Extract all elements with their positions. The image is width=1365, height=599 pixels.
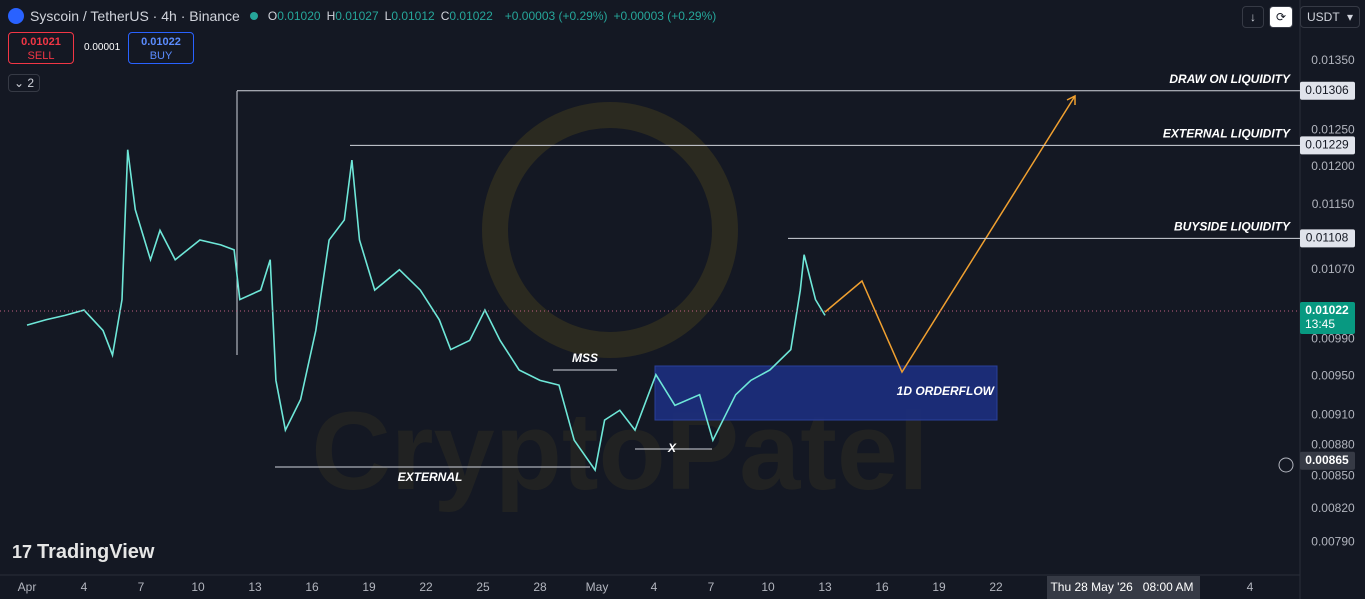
- level-price: 0.01108: [1306, 231, 1349, 245]
- date-label: 13: [818, 580, 832, 594]
- price-tick-label: 0.01070: [1311, 262, 1355, 276]
- annotation: EXTERNAL: [398, 470, 463, 484]
- ohlc-key: O: [267, 9, 278, 23]
- orderflow-zone: [654, 365, 998, 421]
- price-tick-label: 0.00990: [1311, 332, 1355, 346]
- countdown: 13:45: [1305, 317, 1335, 331]
- date-cursor: Thu 28 May '26 08:00 AM: [1050, 580, 1193, 594]
- date-label: 22: [419, 580, 433, 594]
- price-tick-label: 0.00790: [1311, 534, 1355, 548]
- sell-label: SELL: [27, 50, 55, 62]
- level-label: BUYSIDE LIQUIDITY: [1174, 220, 1291, 234]
- level-label: EXTERNAL LIQUIDITY: [1163, 126, 1291, 140]
- price-tick-label: 0.00880: [1311, 437, 1355, 451]
- download-button[interactable]: ↓: [1242, 6, 1264, 28]
- current-price-bg: [1300, 301, 1355, 334]
- current-price: 0.01022: [1305, 303, 1349, 317]
- date-label: 19: [932, 580, 946, 594]
- sell-price: 0.01021: [21, 36, 61, 48]
- ohlc-value: 0.01022: [449, 9, 493, 23]
- date-label: 22: [989, 580, 1003, 594]
- date-label: 25: [476, 580, 490, 594]
- price-tick-label: 0.01250: [1311, 122, 1355, 136]
- buy-button[interactable]: 0.01022 BUY: [128, 32, 194, 64]
- price-tick-label: 0.00850: [1311, 469, 1355, 483]
- level-price: 0.01229: [1305, 137, 1349, 151]
- date-label: 16: [305, 580, 319, 594]
- indicators-toggle[interactable]: ⌄ 2: [8, 74, 40, 92]
- ohlc-value: 0.01012: [391, 9, 435, 23]
- status-dot: [249, 12, 258, 20]
- date-label: 4: [651, 580, 658, 594]
- date-label: 10: [191, 580, 205, 594]
- ohlc-key: H: [326, 9, 336, 23]
- brand: ⁣17 TradingView: [12, 541, 155, 563]
- level-price-bg: [1300, 229, 1355, 248]
- add-alert[interactable]: [1278, 457, 1294, 473]
- change: +0.00003 (+0.29%): [613, 9, 717, 23]
- ohlc-key: C: [440, 9, 450, 23]
- price-tick-label: 0.01150: [1312, 197, 1355, 211]
- price-line: [26, 149, 826, 473]
- annotation: MSS: [572, 351, 598, 365]
- date-cursor-bg: [1047, 576, 1200, 599]
- ohlc-value: 0.01027: [335, 9, 379, 23]
- price-tick-label: 0.00910: [1311, 407, 1355, 421]
- symbol: Syscoin / TetherUS · 4h · Binance: [30, 8, 240, 24]
- date-label: 7: [708, 580, 715, 594]
- watermark-logo: [482, 102, 738, 358]
- annotation: X: [667, 441, 677, 455]
- spread: 0.00001: [84, 42, 121, 53]
- buy-label: BUY: [149, 50, 173, 62]
- date-label: 19: [362, 580, 376, 594]
- brand-text: TradingView: [37, 541, 155, 563]
- date-label: May: [586, 580, 609, 594]
- projection-arrow: [1066, 94, 1076, 105]
- ohlc-value: 0.01020: [277, 9, 321, 23]
- level-price-bg: [1300, 81, 1355, 100]
- date-label: 4: [81, 580, 88, 594]
- date-label: 10: [761, 580, 775, 594]
- price-tick-label: 0.00820: [1311, 501, 1355, 515]
- crosshair-price: 0.00865: [1305, 453, 1349, 467]
- price-tick-label: 0.01200: [1311, 159, 1355, 173]
- crosshair-price-bg: [1300, 451, 1355, 470]
- level-label: DRAW ON LIQUIDITY: [1169, 72, 1291, 86]
- date-label: 13: [248, 580, 262, 594]
- ohlc-key: L: [384, 9, 392, 23]
- level-price-bg: [1300, 136, 1355, 155]
- annotation: 1D ORDERFLOW: [897, 384, 996, 398]
- change: +0.00003 (+0.29%): [504, 9, 608, 23]
- symbol-header: Syscoin / TetherUS · 4h · Binance O0.010…: [8, 6, 716, 26]
- price-tick-label: 0.00950: [1311, 369, 1355, 383]
- date-label: Apr: [18, 580, 37, 594]
- sell-button[interactable]: 0.01021 SELL: [8, 32, 74, 64]
- level-price: 0.01306: [1305, 83, 1349, 97]
- date-label: 16: [875, 580, 889, 594]
- currency-select[interactable]: USDT ▾: [1300, 6, 1360, 28]
- price-tick-label: 0.01350: [1311, 53, 1355, 67]
- currency: USDT: [1307, 10, 1340, 24]
- symbol-icon: [8, 8, 24, 24]
- date-label: 4: [1247, 580, 1254, 594]
- buy-price: 0.01022: [141, 36, 181, 48]
- projection-path: [824, 95, 1076, 374]
- indicators-count: 2: [27, 76, 35, 90]
- ohlc: O0.01020 H0.01027 L0.01012 C0.01022: [268, 9, 499, 23]
- date-label: 28: [533, 580, 547, 594]
- layout-button[interactable]: ⟳: [1269, 6, 1293, 28]
- date-label: 7: [138, 580, 145, 594]
